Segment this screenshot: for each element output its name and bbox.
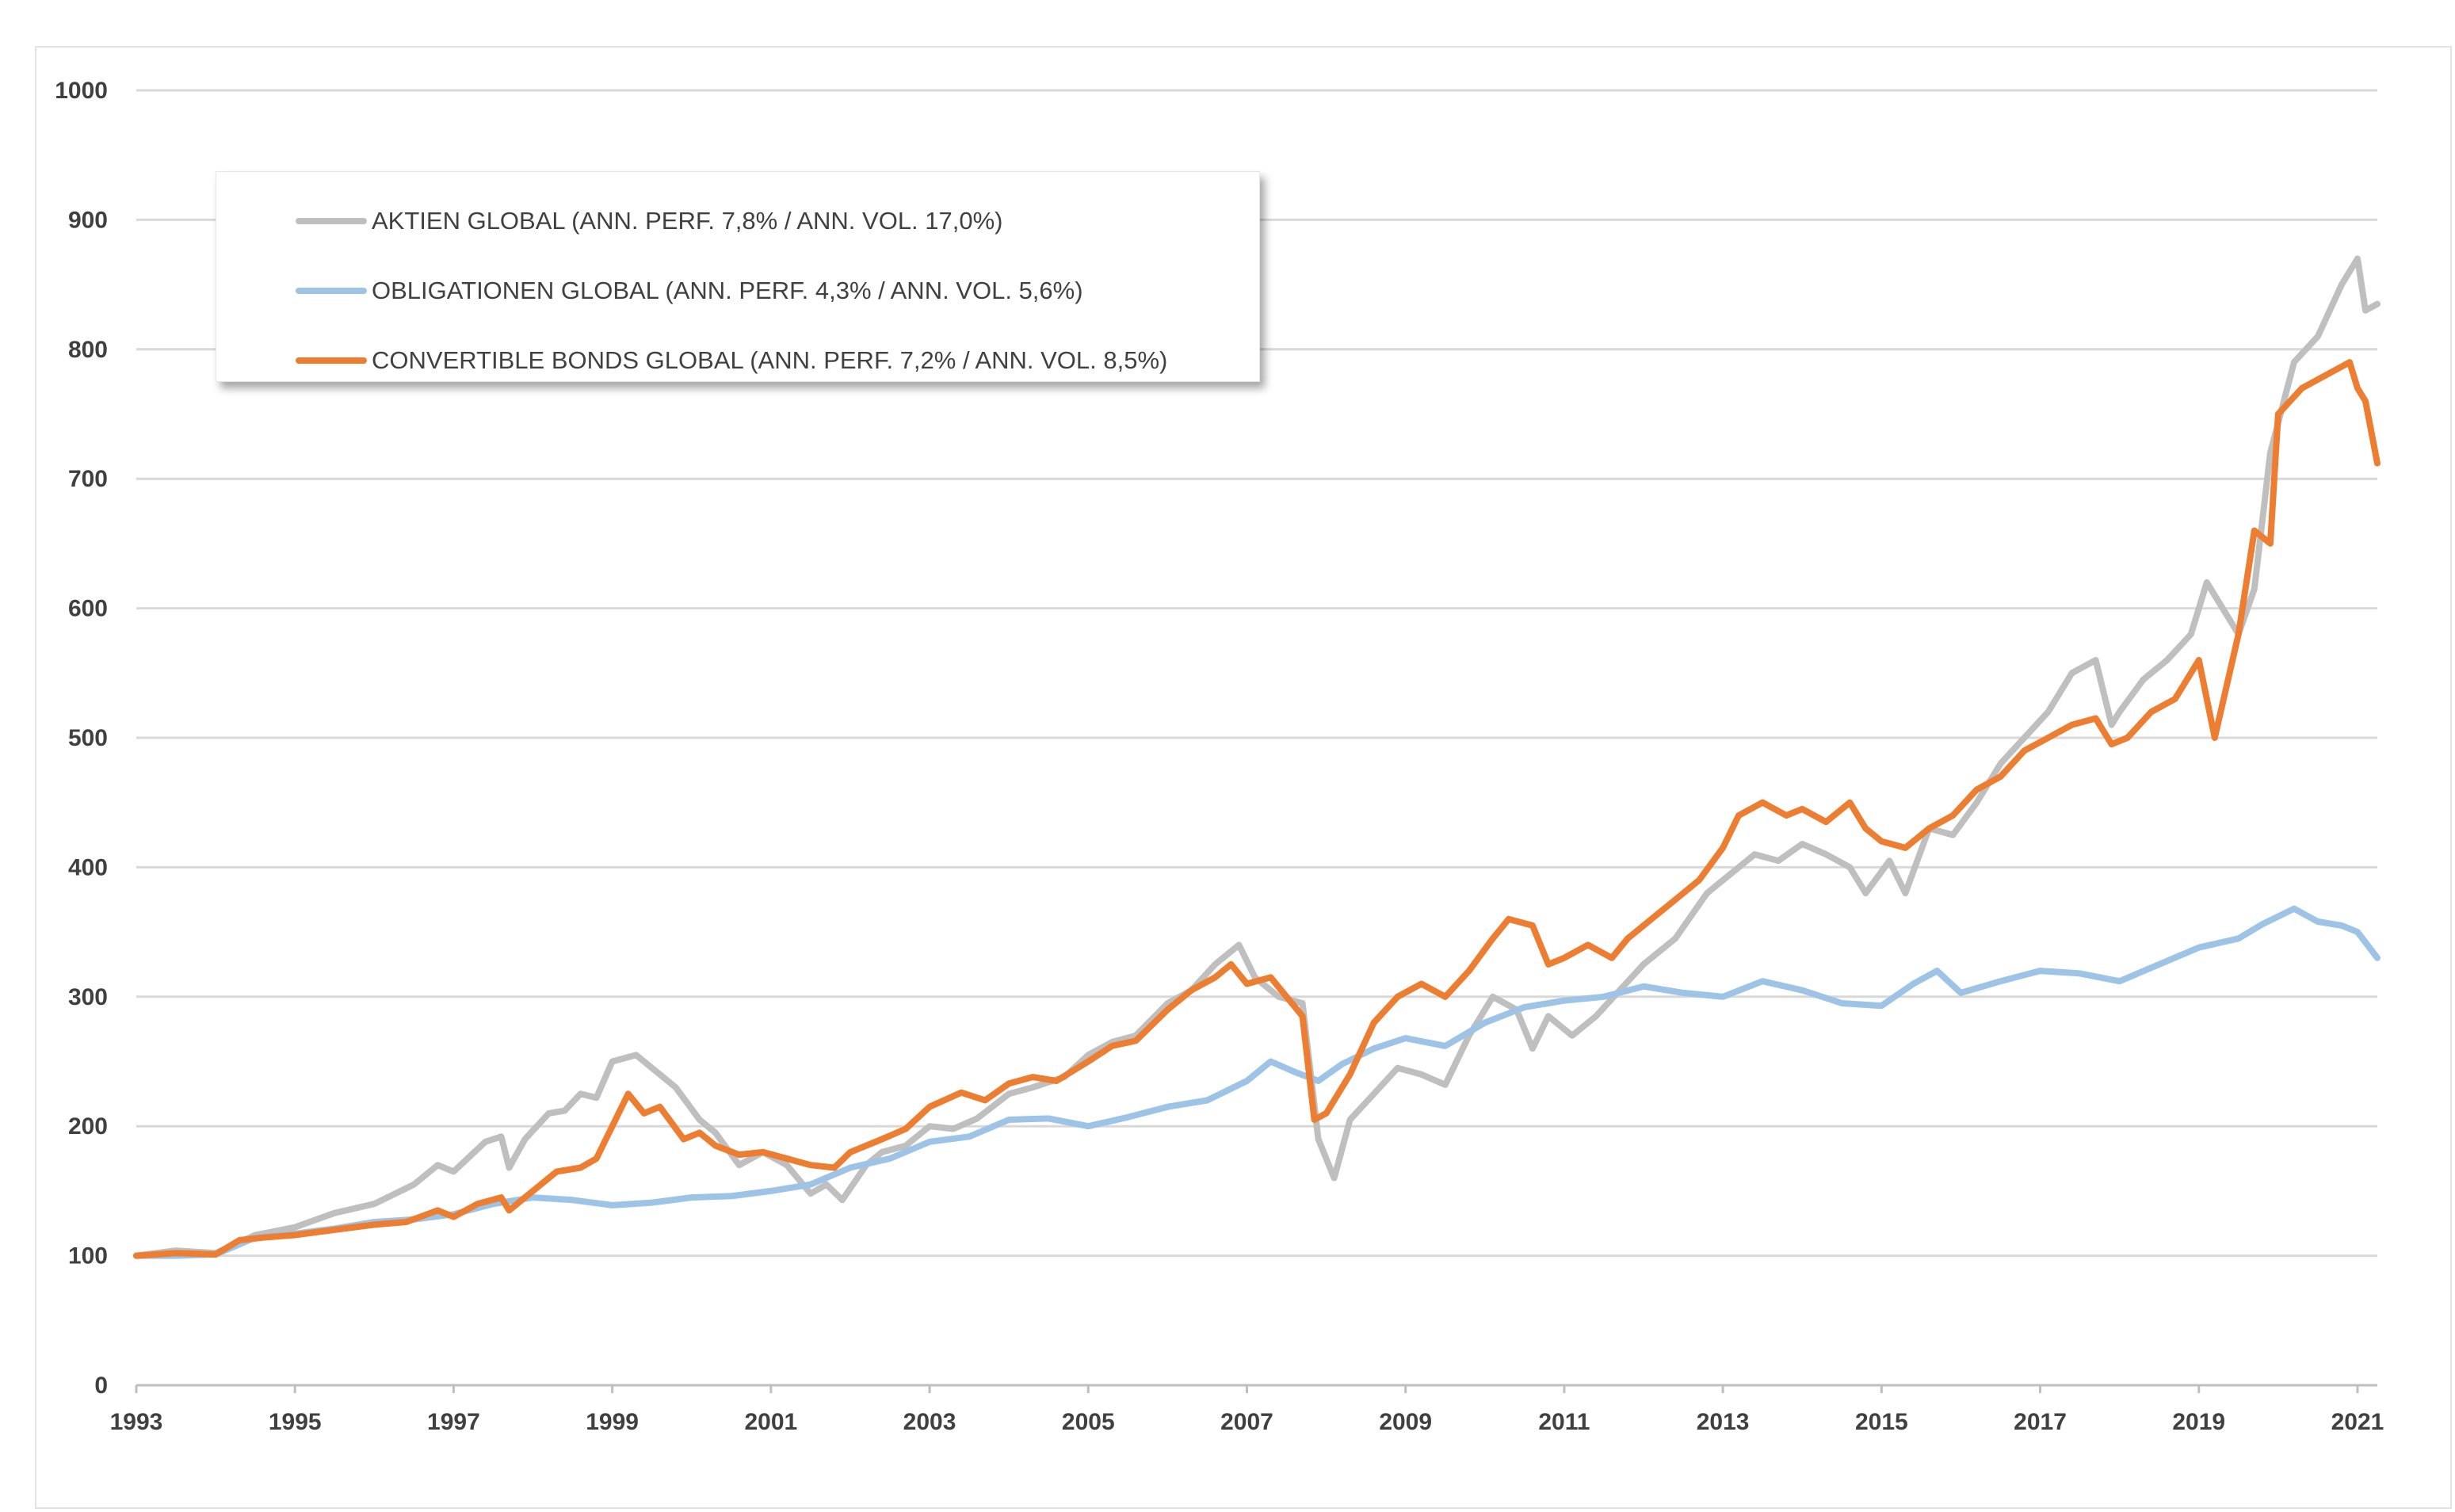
legend-item-convertible-bonds: CONVERTIBLE BONDS GLOBAL (ANN. PERF. 7,2… (296, 345, 1167, 376)
y-tick-label: 900 (68, 207, 108, 233)
x-tick-label: 1997 (427, 1409, 480, 1435)
y-tick-label: 500 (68, 725, 108, 751)
y-tick-label: 700 (68, 466, 108, 492)
y-axis-ticks: 0 100 200 300 400 500 600 700 800 900 1000 (55, 78, 108, 1399)
series-line-convertible-bonds (133, 359, 2381, 1259)
y-tick-label: 600 (68, 596, 108, 622)
x-tick-label: 2005 (1062, 1409, 1115, 1435)
x-tick-label: 2001 (744, 1409, 797, 1435)
legend: AKTIEN GLOBAL (ANN. PERF. 7,8% / ANN. VO… (216, 171, 1260, 382)
legend-swatch-obligationen (296, 288, 367, 294)
legend-label-convertible-bonds: CONVERTIBLE BONDS GLOBAL (ANN. PERF. 7,2… (372, 346, 1168, 374)
x-tick-label: 1995 (269, 1409, 322, 1435)
legend-label-obligationen: OBLIGATIONEN GLOBAL (ANN. PERF. 4,3% / A… (372, 277, 1083, 304)
y-tick-label: 300 (68, 984, 108, 1010)
y-tick-label: 800 (68, 337, 108, 363)
y-tick-label: 100 (68, 1243, 108, 1270)
x-tick-label: 2007 (1220, 1409, 1273, 1435)
legend-item-aktien: AKTIEN GLOBAL (ANN. PERF. 7,8% / ANN. VO… (296, 205, 1003, 237)
x-tick-label: 2011 (1538, 1409, 1590, 1435)
x-tick-label: 1993 (110, 1409, 163, 1435)
legend-item-obligationen: OBLIGATIONEN GLOBAL (ANN. PERF. 4,3% / A… (296, 275, 1083, 307)
x-tick-label: 2003 (903, 1409, 956, 1435)
x-tick-label: 2017 (2014, 1409, 2067, 1435)
legend-label-aktien: AKTIEN GLOBAL (ANN. PERF. 7,8% / ANN. VO… (372, 207, 1003, 235)
x-tick-label: 1999 (586, 1409, 639, 1435)
x-tick-label: 2015 (1855, 1409, 1908, 1435)
x-tick-label: 2009 (1379, 1409, 1432, 1435)
y-tick-label: 400 (68, 854, 108, 880)
x-axis-ticks: 1993 1995 1997 1999 2001 2003 2005 2007 2009 2011… (110, 1385, 2384, 1435)
series-line-obligationen (133, 905, 2381, 1259)
y-tick-label: 0 (94, 1373, 108, 1399)
legend-swatch-aktien (296, 218, 367, 224)
x-tick-label: 2021 (2331, 1409, 2384, 1435)
y-tick-label: 1000 (55, 78, 108, 104)
series-line-aktien (133, 255, 2381, 1259)
x-tick-label: 2013 (1697, 1409, 1750, 1435)
x-tick-label: 2019 (2172, 1409, 2225, 1435)
legend-swatch-convertible-bonds (296, 357, 367, 364)
series-lines (133, 255, 2381, 1259)
y-tick-label: 200 (68, 1113, 108, 1140)
